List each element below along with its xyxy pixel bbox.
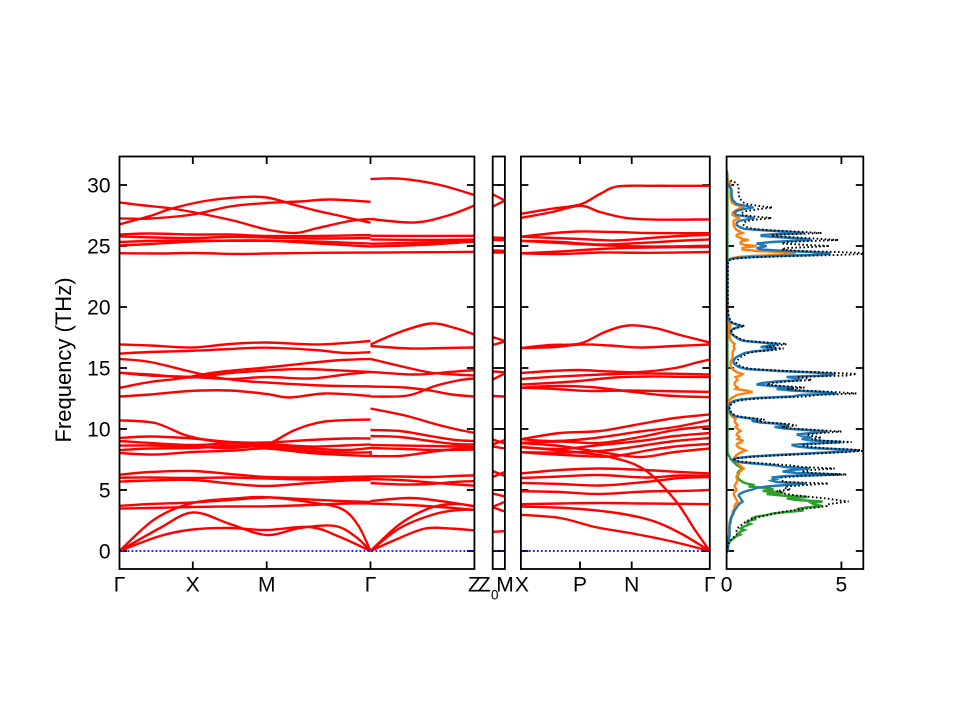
- svg-text:Γ: Γ: [365, 573, 377, 596]
- svg-text:25: 25: [87, 235, 110, 258]
- svg-text:N: N: [624, 573, 639, 596]
- svg-text:M: M: [496, 573, 514, 596]
- svg-text:Z: Z: [468, 573, 481, 596]
- svg-text:15: 15: [87, 357, 110, 380]
- svg-text:0: 0: [99, 540, 111, 563]
- svg-text:Frequency (THz): Frequency (THz): [51, 277, 76, 442]
- svg-text:M: M: [258, 573, 276, 596]
- svg-text:5: 5: [99, 479, 111, 502]
- svg-text:Γ: Γ: [114, 573, 126, 596]
- svg-text:Γ: Γ: [704, 573, 716, 596]
- svg-text:0: 0: [491, 588, 499, 603]
- svg-text:X: X: [186, 573, 200, 596]
- svg-text:P: P: [573, 573, 587, 596]
- svg-text:30: 30: [87, 174, 110, 197]
- svg-text:X: X: [515, 573, 529, 596]
- svg-text:5: 5: [836, 573, 848, 596]
- svg-text:20: 20: [87, 296, 110, 319]
- svg-text:10: 10: [87, 418, 110, 441]
- svg-text:Z: Z: [478, 573, 491, 596]
- svg-text:0: 0: [721, 573, 733, 596]
